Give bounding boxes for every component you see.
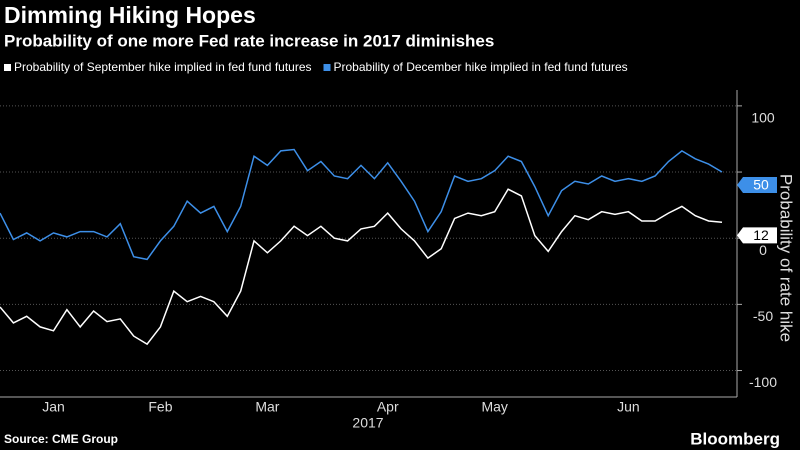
chart-title: Dimming Hiking Hopes (4, 2, 256, 28)
legend-label: Probability of September hike implied in… (14, 60, 312, 74)
y-tick-label: -100 (749, 374, 777, 390)
series-line (0, 148, 723, 261)
x-axis-label: 2017 (352, 415, 383, 431)
y-axis-label: Probability of rate hike (777, 174, 796, 342)
legend-label: Probability of December hike implied in … (334, 60, 628, 74)
end-badge (737, 227, 777, 244)
series-line (0, 188, 723, 346)
y-tick-label: 100 (751, 110, 775, 126)
end-label: 12 (753, 227, 769, 243)
x-tick-label: Jan (42, 399, 65, 415)
end-label: 50 (753, 177, 769, 193)
x-tick-label: Mar (255, 399, 279, 415)
x-tick-label: May (481, 399, 507, 415)
y-tick-label: 0 (759, 242, 767, 258)
end-badge (737, 177, 777, 194)
brand: Bloomberg (690, 429, 780, 448)
x-tick-label: Jun (617, 399, 640, 415)
x-tick-label: Apr (377, 399, 399, 415)
chart-subtitle: Probability of one more Fed rate increas… (4, 31, 494, 50)
source: Source: CME Group (4, 432, 118, 446)
y-tick-label: -50 (753, 308, 773, 324)
legend-swatch (4, 64, 11, 71)
legend-swatch (323, 64, 331, 71)
x-tick-label: Feb (148, 399, 172, 415)
